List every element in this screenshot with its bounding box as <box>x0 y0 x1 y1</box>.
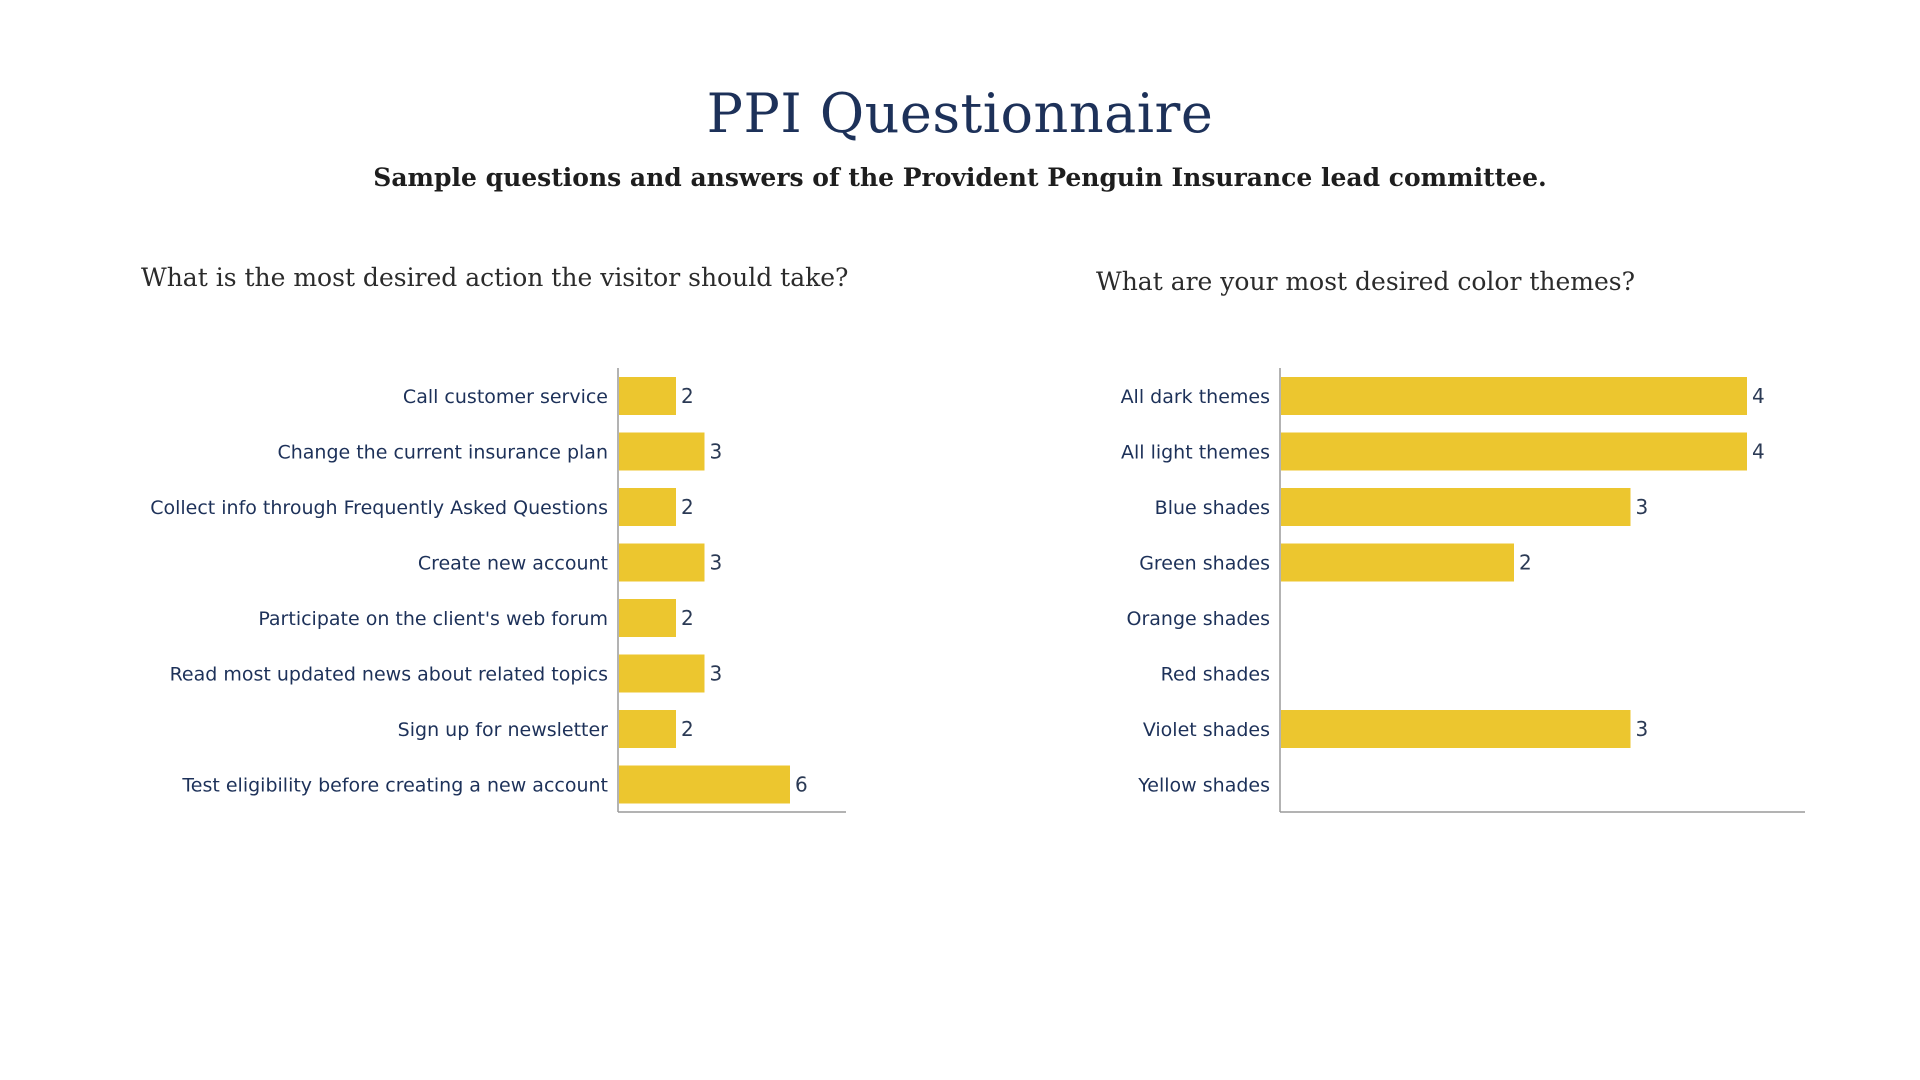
bar <box>1281 377 1747 415</box>
bar <box>1281 432 1747 471</box>
category-label: All dark themes <box>1121 386 1270 408</box>
bar <box>619 765 790 804</box>
category-label: Test eligibility before creating a new a… <box>181 775 608 797</box>
category-label: Participate on the client's web forum <box>258 608 608 630</box>
page-subtitle: Sample questions and answers of the Prov… <box>373 163 1547 192</box>
data-label: 2 <box>1519 551 1532 575</box>
bar <box>619 377 676 415</box>
data-label: 3 <box>1636 717 1649 741</box>
category-label: Read most updated news about related top… <box>170 664 608 686</box>
data-label: 2 <box>681 384 694 408</box>
data-label: 4 <box>1752 384 1765 408</box>
bar <box>1281 710 1631 748</box>
data-label: 3 <box>710 440 723 464</box>
category-label: Red shades <box>1161 664 1270 686</box>
bar <box>619 710 676 748</box>
bar <box>619 488 676 526</box>
bar <box>619 432 705 471</box>
data-label: 4 <box>1752 440 1765 464</box>
data-label: 3 <box>710 662 723 686</box>
category-label: Blue shades <box>1155 497 1270 519</box>
category-label: Collect info through Frequently Asked Qu… <box>150 497 608 519</box>
data-label: 3 <box>1636 495 1649 519</box>
bar <box>1281 488 1631 526</box>
category-label: Call customer service <box>403 386 608 408</box>
chart-title-color-themes: What are your most desired color themes? <box>1096 267 1636 296</box>
category-label: Create new account <box>418 553 608 575</box>
bar <box>619 599 676 637</box>
category-label: Green shades <box>1139 553 1270 575</box>
data-label: 2 <box>681 717 694 741</box>
category-label: Sign up for newsletter <box>398 719 609 741</box>
page-title: PPI Questionnaire <box>706 82 1214 145</box>
category-label: Change the current insurance plan <box>277 442 608 464</box>
data-label: 2 <box>681 606 694 630</box>
bar <box>619 543 705 582</box>
category-label: Violet shades <box>1143 719 1270 741</box>
data-label: 2 <box>681 495 694 519</box>
data-label: 3 <box>710 551 723 575</box>
bar <box>1281 543 1514 582</box>
chart-title-actions: What is the most desired action the visi… <box>141 263 849 292</box>
category-label: Yellow shades <box>1137 775 1270 797</box>
category-label: All light themes <box>1121 442 1270 464</box>
data-label: 6 <box>795 773 808 797</box>
category-label: Orange shades <box>1127 608 1270 630</box>
bar <box>619 654 705 693</box>
